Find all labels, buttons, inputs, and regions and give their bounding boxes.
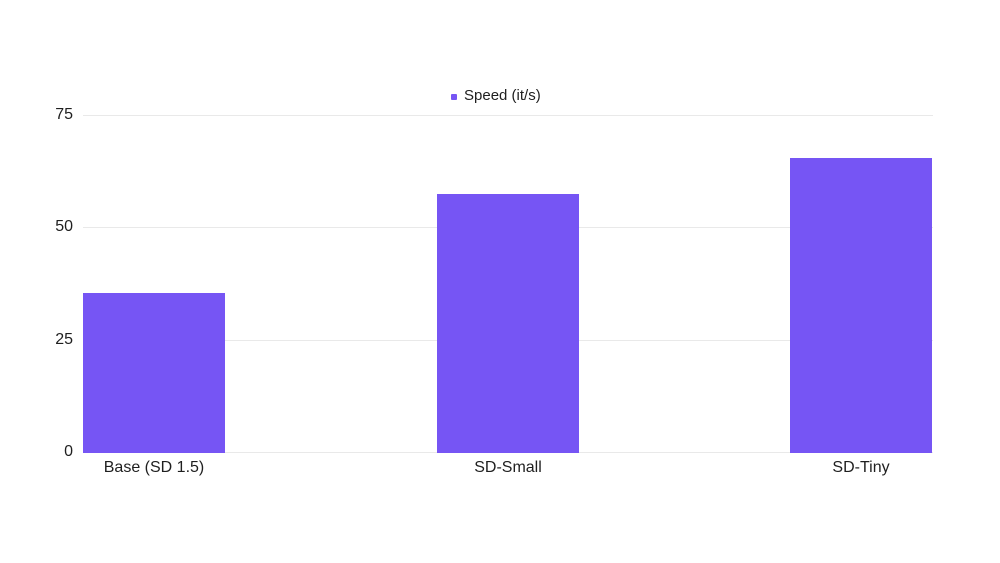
x-axis-label: Base (SD 1.5) xyxy=(103,459,205,476)
legend-swatch-icon xyxy=(451,93,457,100)
legend: Speed (it/s) xyxy=(451,87,541,105)
y-tick-label: 25 xyxy=(55,331,73,348)
legend-label: Speed (it/s) xyxy=(464,87,541,104)
bar-sd-small xyxy=(437,194,579,453)
y-tick-label: 0 xyxy=(64,443,73,460)
y-tick-label: 50 xyxy=(55,218,73,235)
x-axis-label: SD-Tiny xyxy=(832,459,890,476)
bar-sd-tiny xyxy=(790,158,932,453)
y-tick-label: 75 xyxy=(55,106,73,123)
bar-base-sd-1-5 xyxy=(83,293,225,453)
gridline-75 xyxy=(83,115,933,116)
x-axis-label: SD-Small xyxy=(474,459,542,476)
